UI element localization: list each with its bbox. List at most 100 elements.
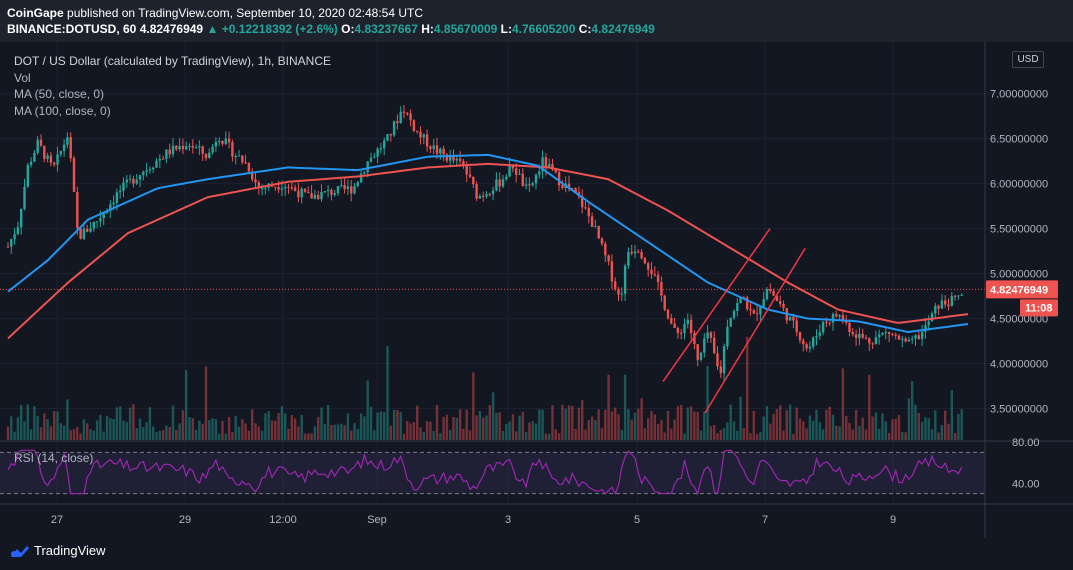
candle-body [614, 281, 617, 289]
volume-bar [851, 429, 854, 440]
candle-body [43, 145, 46, 159]
candle-body [521, 173, 524, 186]
volume-bar [237, 426, 241, 440]
candle-body [402, 111, 406, 113]
volume-bar [482, 417, 485, 440]
volume-bar [161, 430, 165, 440]
candle-body [95, 221, 99, 223]
volume-bar [472, 372, 475, 440]
candle-body [878, 334, 881, 338]
candle-body [617, 288, 620, 295]
candle-body [211, 146, 214, 153]
volume-bar [26, 404, 29, 440]
candle-body [241, 155, 244, 163]
candle-body [894, 334, 897, 336]
candle-body [871, 343, 874, 345]
candle-body [218, 140, 221, 142]
candle-body [135, 179, 138, 184]
candle-body [132, 178, 135, 184]
candle-body [897, 335, 901, 340]
volume-bar [86, 423, 89, 440]
currency-button[interactable]: USD [1012, 51, 1044, 68]
volume-bar [122, 420, 125, 440]
volume-bar [218, 433, 221, 440]
candle-body [940, 300, 944, 309]
candle-body [224, 138, 227, 144]
rsi-band-fill [0, 452, 985, 494]
volume-bar [924, 417, 927, 440]
candle-body [749, 308, 752, 311]
candle-body [891, 334, 894, 336]
volume-bar [927, 418, 930, 440]
candle-body [884, 332, 887, 334]
candle-body [422, 134, 425, 138]
candle-body [854, 334, 858, 339]
channel-line [704, 248, 806, 414]
volume-bar [739, 396, 742, 440]
candle-body [376, 148, 379, 157]
candle-body [643, 258, 647, 264]
candle-body [399, 111, 402, 124]
volume-bar [729, 404, 732, 440]
tradingview-logo[interactable]: TradingView [8, 543, 106, 558]
volume-bar [69, 430, 72, 440]
volume-bar [135, 427, 138, 440]
volume-bar [376, 412, 379, 440]
candle-body [109, 204, 112, 211]
candle-body [901, 338, 904, 340]
volume-bar [148, 407, 152, 440]
x-tick-label: 7 [762, 514, 768, 526]
volume-bar [597, 409, 600, 440]
candle-body [610, 261, 614, 282]
volume-bar [95, 420, 99, 440]
volume-bar [914, 404, 917, 440]
footer [0, 538, 1073, 570]
candle-body [680, 332, 683, 334]
channel-line [662, 228, 771, 382]
volume-bar [458, 409, 462, 440]
volume-bar [779, 405, 782, 440]
candle-body [706, 332, 709, 339]
ohlc-line: BINANCE:DOTUSD, 60 4.82476949 ▲ +0.12218… [7, 22, 655, 36]
candle-body [452, 155, 455, 161]
candle-body [934, 305, 937, 314]
volume-bar [706, 365, 709, 440]
candle-body [828, 322, 831, 324]
chart-area[interactable]: 7.00000000 6.50000000 6.00000000 5.50000000… [0, 42, 1073, 538]
legend-ma100: MA (100, close, 0) [14, 103, 111, 118]
volume-bar [759, 432, 762, 440]
candle-body [666, 309, 670, 319]
volume-bar [960, 409, 963, 440]
x-tick-label: 27 [51, 514, 63, 526]
volume-bar [752, 410, 755, 440]
volume-bar [683, 433, 686, 440]
candle-body [442, 148, 445, 155]
candle-body [802, 340, 805, 345]
candle-body [254, 179, 257, 183]
volume-bar [16, 417, 20, 440]
candle-body [280, 188, 284, 190]
candle-body [485, 194, 488, 197]
volume-bar [185, 370, 188, 440]
candle-body [554, 169, 557, 173]
volume-bar [20, 404, 23, 440]
candle-body [541, 157, 544, 172]
candle-body [914, 335, 917, 339]
volume-bar [181, 410, 185, 440]
volume-bar [422, 431, 425, 440]
price-chart-svg[interactable]: 7.00000000 6.50000000 6.00000000 5.50000000… [0, 42, 1073, 538]
volume-bar [647, 418, 650, 440]
candle-body [20, 208, 23, 228]
candle-body [191, 145, 194, 148]
volume-bar [838, 426, 841, 440]
volume-bar [211, 418, 214, 440]
candle-body [755, 313, 759, 315]
volume-bar [874, 412, 878, 440]
volume-bar [854, 409, 858, 440]
legend-rsi: RSI (14, close) [14, 451, 94, 465]
volume-bar [247, 430, 251, 440]
candle-body [722, 346, 726, 374]
y-tick-label: 5.00000000 [990, 269, 1048, 281]
volume-bar [350, 430, 353, 440]
volume-bar [937, 432, 940, 440]
